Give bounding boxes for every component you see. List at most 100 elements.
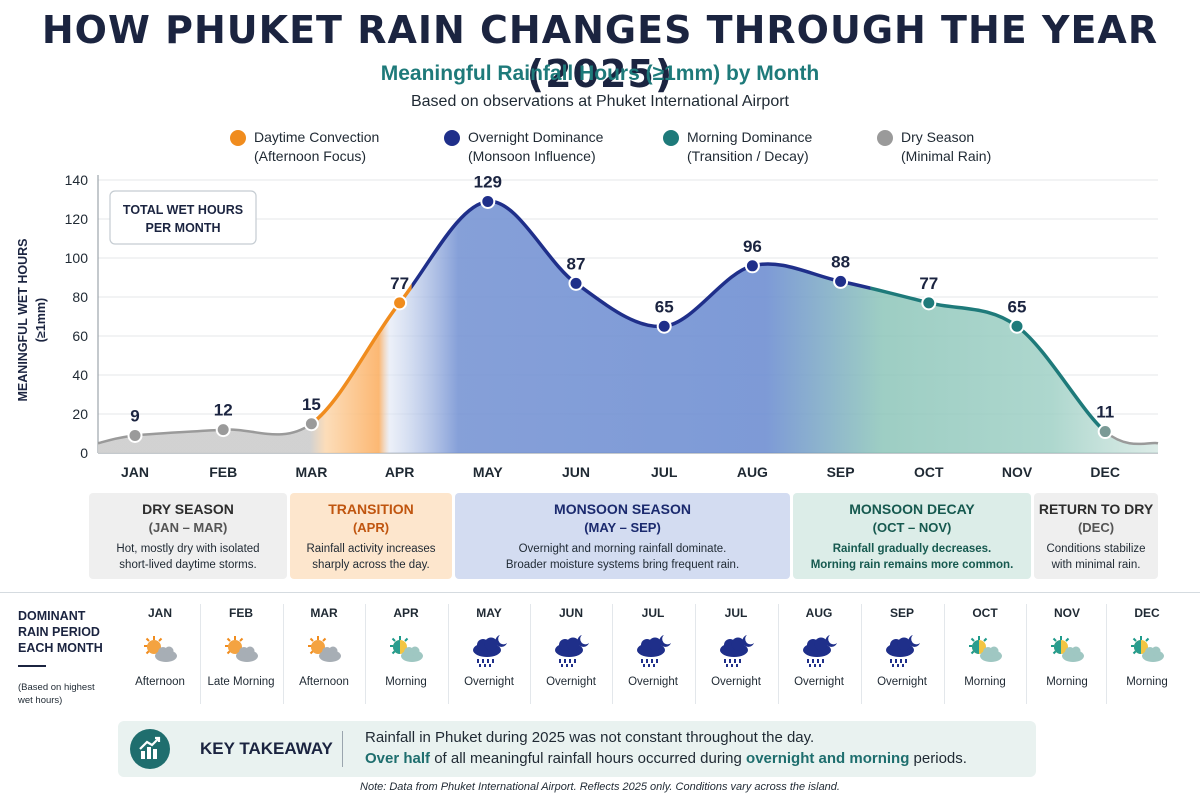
x-tick-label: MAY bbox=[473, 464, 503, 480]
dominant-month-card: JUL Overnight bbox=[613, 600, 693, 710]
month-label: MAY bbox=[476, 606, 502, 620]
dominant-label: EACH MONTH bbox=[18, 641, 103, 655]
dominant-period-heading: DOMINANT RAIN PERIOD EACH MONTH bbox=[18, 608, 103, 656]
card-separator bbox=[778, 604, 779, 704]
data-source-note: Based on observations at Phuket Internat… bbox=[410, 93, 789, 110]
legend-sublabel: (Transition / Decay) bbox=[687, 148, 809, 164]
month-label: MAR bbox=[310, 606, 338, 620]
x-tick-label: JUL bbox=[651, 464, 678, 480]
x-tick-label: MAR bbox=[295, 464, 327, 480]
dominant-month-card: JUN Overnight bbox=[531, 600, 611, 710]
dominant-note: (Based on highest wet hours) bbox=[18, 681, 95, 707]
y-tick-label: 0 bbox=[80, 445, 88, 461]
data-point bbox=[1097, 424, 1113, 440]
dominant-month-card: AUG Overnight bbox=[779, 600, 859, 710]
month-label: JUL bbox=[724, 606, 748, 620]
total-wet-hours-box bbox=[109, 190, 257, 245]
card-separator bbox=[200, 604, 201, 704]
season-desc: with minimal rain. bbox=[1051, 559, 1141, 571]
y-tick-label: 20 bbox=[72, 406, 88, 422]
period-label: Overnight bbox=[628, 676, 678, 688]
y-tick-label: 40 bbox=[72, 367, 88, 383]
data-label: 88 bbox=[831, 252, 850, 271]
season-desc: Broader moisture systems bring frequent … bbox=[505, 559, 740, 571]
season-desc: Rainfall activity increases bbox=[306, 543, 436, 555]
morning-sun-cloud-icon bbox=[1045, 632, 1089, 668]
data-label: 77 bbox=[919, 274, 938, 293]
total-wet-hours-label: PER MONTH bbox=[146, 221, 221, 235]
dominant-label: DOMINANT bbox=[18, 609, 86, 623]
season-desc: Hot, mostly dry with isolated bbox=[116, 543, 260, 555]
sun-cloud-icon bbox=[138, 632, 182, 668]
period-label: Afternoon bbox=[299, 676, 349, 688]
legend-dot-overnight bbox=[444, 130, 460, 146]
line-segment-morning bbox=[870, 286, 1106, 434]
x-tick-label: FEB bbox=[209, 464, 237, 480]
card-separator bbox=[861, 604, 862, 704]
legend-label: Dry Season bbox=[901, 129, 975, 145]
dominant-month-card: OCT Morning bbox=[945, 600, 1025, 710]
season-desc: short-lived daytime storms. bbox=[119, 559, 257, 571]
legend-label: Morning Dominance bbox=[687, 129, 813, 145]
x-tick-label: DEC bbox=[1090, 464, 1120, 480]
note-line: (Based on highest bbox=[18, 682, 95, 693]
night-rain-icon bbox=[549, 632, 593, 668]
data-point bbox=[833, 273, 849, 289]
month-label: AUG bbox=[805, 606, 833, 620]
data-point bbox=[392, 295, 408, 311]
page-title: HOW PHUKET RAIN CHANGES THROUGH THE YEAR… bbox=[41, 8, 1159, 96]
dominant-month-card: FEB Late Morning bbox=[201, 600, 281, 710]
morning-sun-cloud-icon bbox=[384, 632, 428, 668]
season-return-dry: RETURN TO DRY (DEC) Conditions stabilize… bbox=[1034, 493, 1158, 579]
card-separator bbox=[944, 604, 945, 704]
x-tick-label: APR bbox=[385, 464, 415, 480]
highlight-text: Over half bbox=[365, 750, 431, 767]
data-point bbox=[656, 318, 672, 334]
x-tick-label: SEP bbox=[827, 464, 855, 480]
night-rain-icon bbox=[714, 632, 758, 668]
legend-sublabel: (Minimal Rain) bbox=[901, 148, 992, 164]
y-tick-label: 140 bbox=[65, 172, 89, 188]
period-label: Morning bbox=[385, 676, 427, 688]
line-segment-overnight bbox=[411, 199, 871, 329]
x-tick-label: OCT bbox=[914, 464, 944, 480]
month-label: SEP bbox=[889, 606, 914, 620]
season-title: MONSOON SEASON bbox=[554, 501, 691, 517]
data-label: 96 bbox=[743, 237, 762, 256]
trend-chart-icon bbox=[130, 729, 170, 769]
month-label: FEB bbox=[229, 606, 253, 620]
heading-rule bbox=[18, 665, 46, 667]
period-label: Overnight bbox=[546, 676, 596, 688]
x-tick-label: AUG bbox=[737, 464, 768, 480]
month-label: APR bbox=[393, 606, 419, 620]
season-title: DRY SEASON bbox=[142, 501, 234, 517]
season-desc: Morning rain remains more common. bbox=[810, 559, 1014, 571]
dominant-label: RAIN PERIOD bbox=[18, 625, 100, 639]
data-point bbox=[127, 427, 143, 443]
x-tick-label: NOV bbox=[1002, 464, 1033, 480]
dominant-month-card: APR Morning bbox=[366, 600, 446, 710]
wet-hours-chart: 0 20 40 60 80 100 120 140 MEANINGFUL WET HOURS (≥… bbox=[16, 172, 1159, 480]
season-range: (MAY – SEP) bbox=[584, 520, 661, 535]
takeaway-divider bbox=[342, 731, 343, 767]
legend-dot-daytime bbox=[230, 130, 246, 146]
sun-cloud-icon bbox=[219, 632, 263, 668]
dominant-month-card: SEP Overnight bbox=[862, 600, 942, 710]
dominant-month-card: JUL Overnight bbox=[696, 600, 776, 710]
season-desc: Conditions stabilize bbox=[1046, 543, 1146, 555]
month-label: JUL bbox=[641, 606, 665, 620]
card-separator bbox=[1026, 604, 1027, 704]
takeaway-label: KEY TAKEAWAY bbox=[200, 739, 333, 758]
data-label: 11 bbox=[1096, 403, 1114, 422]
legend-dot-dry bbox=[877, 130, 893, 146]
legend-sublabel: (Monsoon Influence) bbox=[468, 148, 596, 164]
card-separator bbox=[530, 604, 531, 704]
period-label: Morning bbox=[1126, 676, 1168, 688]
data-label: 65 bbox=[655, 297, 674, 316]
data-point bbox=[1009, 318, 1025, 334]
season-title: MONSOON DECAY bbox=[849, 501, 975, 517]
season-range: (JAN – MAR) bbox=[148, 520, 228, 535]
x-tick-label: JAN bbox=[121, 464, 149, 480]
season-range: (DEC) bbox=[1077, 520, 1115, 535]
legend-item-morning: Morning Dominance (Transition / Decay) bbox=[663, 128, 812, 166]
